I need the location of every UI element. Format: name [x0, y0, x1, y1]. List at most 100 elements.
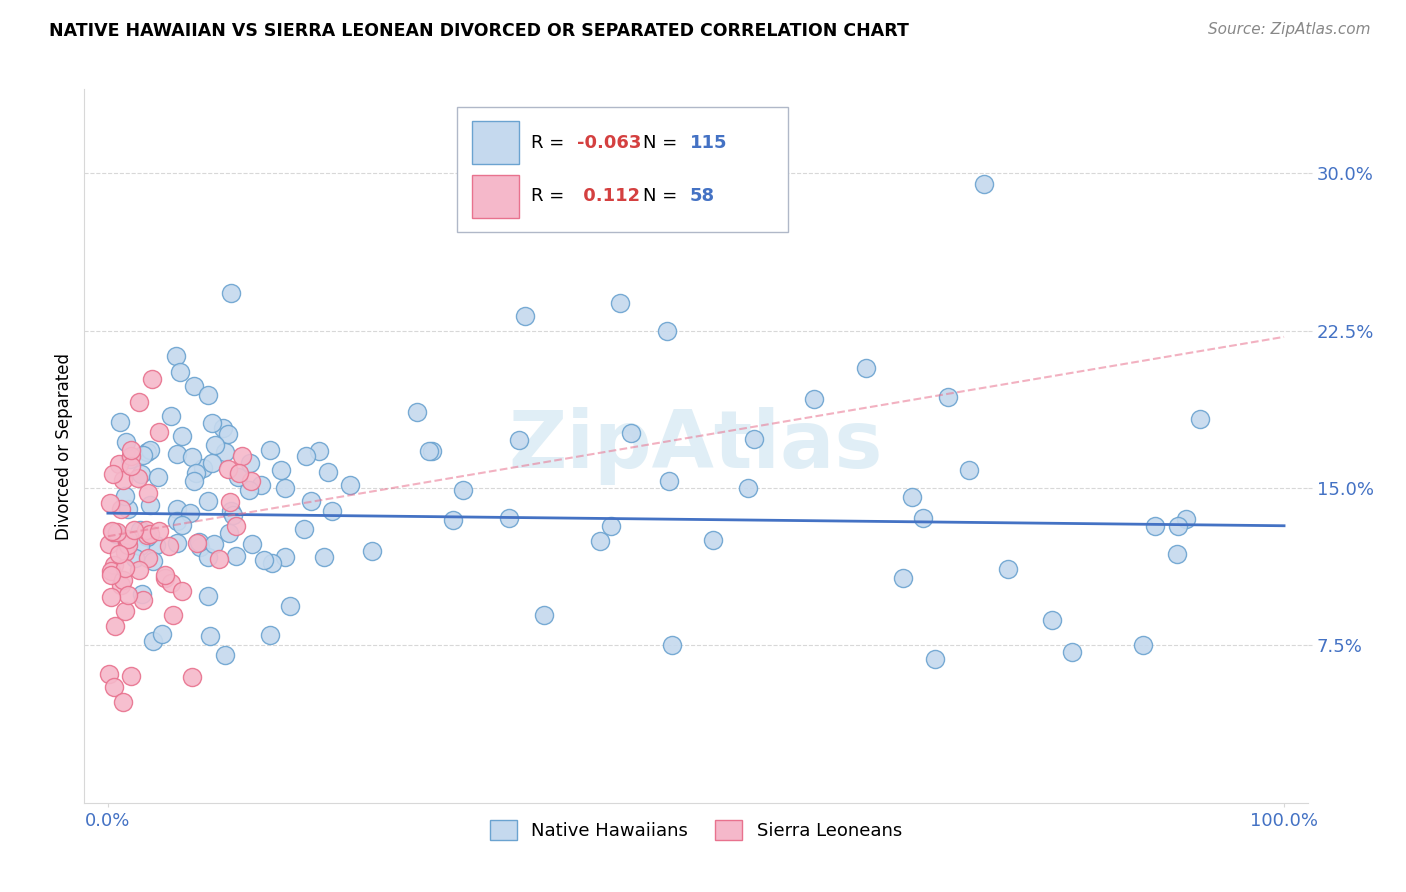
Point: [186, 536, 208, 550]
Point: [197, 388, 219, 402]
Point: [418, 444, 440, 458]
Point: [142, 634, 165, 648]
Point: [101, 524, 124, 538]
Point: [191, 461, 214, 475]
Point: [136, 550, 159, 565]
Point: [104, 619, 127, 633]
Point: [270, 463, 292, 477]
Point: [222, 508, 245, 522]
Point: [221, 285, 243, 300]
Point: [135, 531, 157, 545]
Point: [228, 466, 250, 480]
Point: [1040, 613, 1063, 627]
Point: [249, 478, 271, 492]
Point: [127, 470, 149, 484]
Point: [128, 523, 150, 537]
Point: [893, 571, 915, 585]
Point: [295, 450, 318, 464]
Point: [737, 481, 759, 495]
Point: [212, 421, 235, 435]
Point: [924, 652, 946, 666]
Point: [157, 539, 180, 553]
Point: [145, 538, 167, 552]
Point: [508, 433, 530, 447]
Point: [240, 537, 263, 551]
Point: [150, 627, 173, 641]
Point: [900, 491, 922, 505]
Point: [108, 457, 131, 471]
Point: [181, 670, 204, 684]
Point: [100, 590, 122, 604]
FancyBboxPatch shape: [457, 107, 787, 232]
Point: [620, 426, 643, 441]
Point: [170, 517, 193, 532]
Point: [122, 523, 145, 537]
Point: [259, 628, 281, 642]
Point: [101, 467, 124, 482]
Point: [599, 519, 621, 533]
Text: ZipAtlas: ZipAtlas: [509, 407, 883, 485]
Point: [118, 452, 141, 467]
Point: [197, 493, 219, 508]
Point: [997, 561, 1019, 575]
Point: [226, 470, 249, 484]
Point: [855, 361, 877, 376]
Point: [339, 478, 361, 492]
Point: [314, 549, 336, 564]
Point: [165, 349, 187, 363]
Point: [238, 483, 260, 498]
Point: [274, 481, 297, 495]
Point: [110, 501, 132, 516]
Point: [533, 608, 555, 623]
Point: [208, 551, 231, 566]
Point: [139, 526, 162, 541]
Point: [103, 681, 125, 695]
Point: [128, 563, 150, 577]
Y-axis label: Divorced or Separated: Divorced or Separated: [55, 352, 73, 540]
Point: [166, 502, 188, 516]
Point: [112, 695, 135, 709]
Point: [128, 394, 150, 409]
Text: R =: R =: [531, 134, 569, 152]
Point: [98, 537, 121, 551]
Point: [1167, 518, 1189, 533]
Point: [609, 296, 631, 310]
Point: [1166, 547, 1188, 561]
Point: [197, 589, 219, 603]
Point: [155, 568, 177, 582]
Point: [136, 528, 159, 542]
Point: [131, 587, 153, 601]
Point: [1062, 645, 1084, 659]
Point: [108, 415, 131, 429]
Point: [253, 553, 276, 567]
Point: [169, 365, 191, 379]
Point: [117, 532, 139, 546]
Point: [159, 409, 181, 424]
Point: [132, 592, 155, 607]
Point: [321, 504, 343, 518]
Point: [292, 522, 315, 536]
Point: [103, 524, 125, 539]
Point: [218, 525, 240, 540]
Point: [661, 639, 683, 653]
Point: [141, 372, 163, 386]
Point: [239, 456, 262, 470]
Point: [114, 604, 136, 618]
Point: [117, 538, 139, 552]
Point: [180, 450, 202, 464]
Point: [120, 443, 142, 458]
Point: [1143, 518, 1166, 533]
Point: [803, 392, 825, 406]
Point: [200, 416, 222, 430]
Point: [138, 486, 160, 500]
Point: [957, 463, 980, 477]
Point: [148, 524, 170, 538]
Point: [179, 506, 201, 520]
Point: [912, 511, 935, 525]
Text: NATIVE HAWAIIAN VS SIERRA LEONEAN DIVORCED OR SEPARATED CORRELATION CHART: NATIVE HAWAIIAN VS SIERRA LEONEAN DIVORC…: [49, 22, 910, 40]
Legend: Native Hawaiians, Sierra Leoneans: Native Hawaiians, Sierra Leoneans: [482, 813, 910, 847]
Point: [105, 524, 128, 539]
Point: [515, 309, 537, 323]
Point: [183, 474, 205, 488]
Point: [166, 514, 188, 528]
